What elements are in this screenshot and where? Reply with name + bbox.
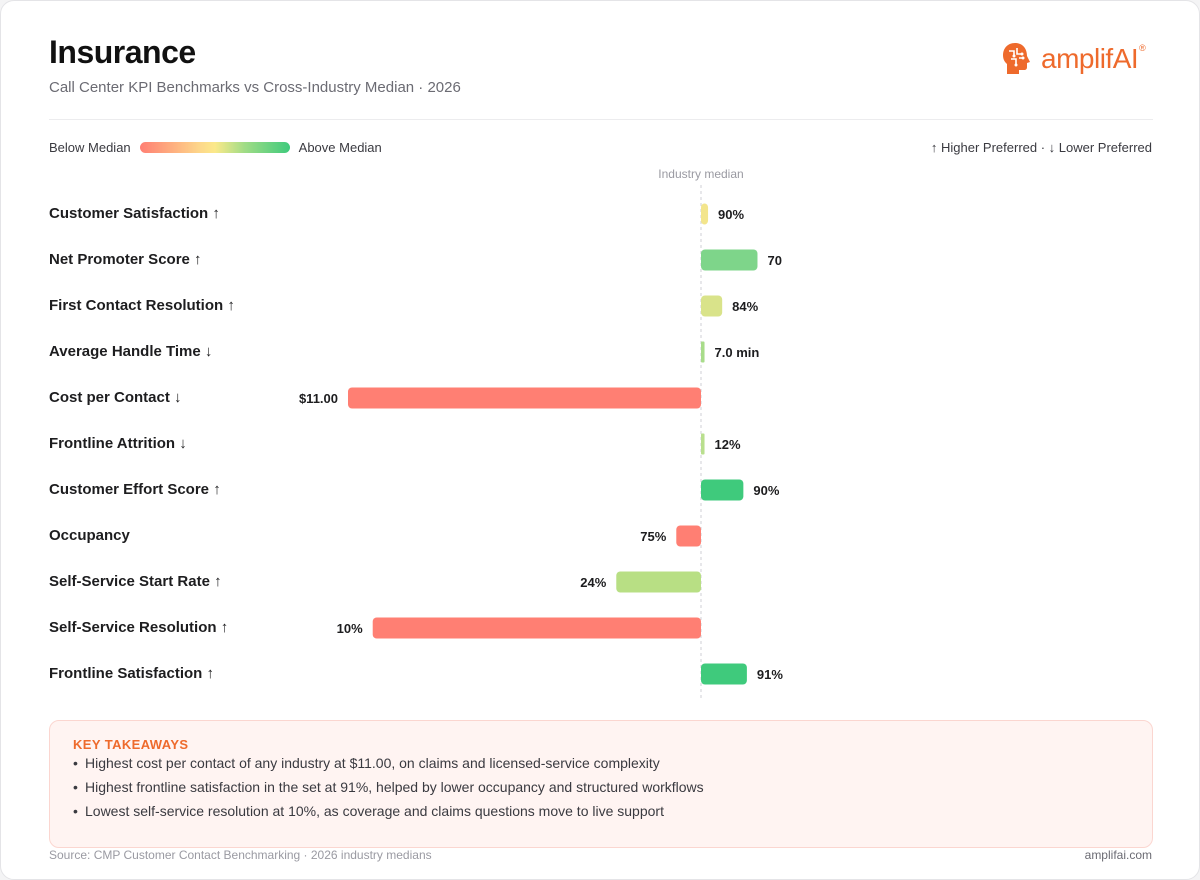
kpi-bar-chart: 90% 70 84% 7.0 min $11.00 12% 90% 75% 24% 10% 91% bbox=[299, 185, 783, 698]
page-title: Insurance bbox=[49, 34, 196, 70]
takeaway-text: Highest frontline satisfaction in the se… bbox=[85, 779, 704, 795]
source-note: Source: CMP Customer Contact Benchmarkin… bbox=[49, 848, 432, 862]
kpi-bar bbox=[701, 341, 705, 363]
color-legend: Below Median Above Median bbox=[49, 140, 382, 155]
kpi-bar bbox=[701, 249, 758, 271]
kpi-bar bbox=[701, 479, 744, 501]
takeaway-text: Highest cost per contact of any industry… bbox=[85, 755, 660, 771]
brain-head-icon bbox=[1003, 43, 1030, 74]
bullet-icon: • bbox=[73, 803, 78, 819]
kpi-bar bbox=[701, 663, 747, 685]
bullet-icon: • bbox=[73, 779, 78, 795]
kpi-bar bbox=[372, 617, 701, 639]
kpi-value-label: 12% bbox=[715, 437, 741, 452]
kpi-label: First Contact Resolution ↑ bbox=[49, 297, 235, 314]
kpi-label: Occupancy bbox=[49, 527, 130, 544]
kpi-bar bbox=[616, 571, 701, 593]
logo-wordmark: amplifAI® bbox=[1041, 43, 1146, 74]
page-subtitle: Call Center KPI Benchmarks vs Cross-Indu… bbox=[49, 79, 461, 96]
kpi-bar bbox=[701, 203, 709, 225]
kpi-value-label: $11.00 bbox=[299, 391, 338, 406]
kpi-value-label: 91% bbox=[757, 667, 783, 682]
bullet-icon: • bbox=[73, 755, 78, 771]
kpi-bar bbox=[676, 525, 701, 547]
kpi-value-label: 84% bbox=[732, 299, 758, 314]
kpi-value-label: 10% bbox=[337, 621, 363, 636]
kpi-label: Customer Effort Score ↑ bbox=[49, 481, 221, 498]
kpi-label: Net Promoter Score ↑ bbox=[49, 251, 202, 268]
kpi-label: Average Handle Time ↓ bbox=[49, 343, 213, 360]
kpi-value-label: 7.0 min bbox=[715, 345, 760, 360]
kpi-value-label: 90% bbox=[753, 483, 779, 498]
kpi-bar bbox=[701, 295, 723, 317]
header-divider bbox=[49, 119, 1153, 120]
takeaway-item: • Lowest self-service resolution at 10%, … bbox=[73, 803, 664, 819]
median-label: Industry median bbox=[658, 167, 744, 181]
kpi-label: Self-Service Start Rate ↑ bbox=[49, 573, 222, 590]
kpi-label: Frontline Satisfaction ↑ bbox=[49, 665, 215, 682]
kpi-label: Cost per Contact ↓ bbox=[49, 389, 182, 406]
kpi-value-label: 90% bbox=[718, 207, 744, 222]
kpi-label: Self-Service Resolution ↑ bbox=[49, 619, 229, 636]
kpi-bar bbox=[348, 387, 701, 409]
kpi-label: Customer Satisfaction ↑ bbox=[49, 205, 220, 222]
takeaway-item: • Highest cost per contact of any industr… bbox=[73, 755, 660, 771]
legend-gradient bbox=[139, 142, 290, 153]
kpi-bar bbox=[701, 433, 705, 455]
kpi-value-label: 70 bbox=[767, 253, 781, 268]
kpi-label: Frontline Attrition ↓ bbox=[49, 435, 187, 452]
footer-link[interactable]: amplifai.com bbox=[1084, 848, 1152, 862]
preference-legend: ↑ Higher Preferred · ↓ Lower Preferred bbox=[930, 140, 1152, 155]
kpi-value-label: 24% bbox=[580, 575, 606, 590]
amplifai-logo: amplifAI® bbox=[1001, 39, 1146, 79]
takeaway-item: • Highest frontline satisfaction in the s… bbox=[73, 779, 704, 795]
takeaway-text: Lowest self-service resolution at 10%, a… bbox=[85, 803, 664, 819]
legend-above-label: Above Median bbox=[298, 140, 382, 155]
legend-below-label: Below Median bbox=[49, 140, 131, 155]
takeaways-title: KEY TAKEAWAYS bbox=[73, 737, 189, 752]
kpi-value-label: 75% bbox=[640, 529, 666, 544]
key-takeaways-panel: KEY TAKEAWAYS • Highest cost per contact … bbox=[49, 720, 1153, 848]
